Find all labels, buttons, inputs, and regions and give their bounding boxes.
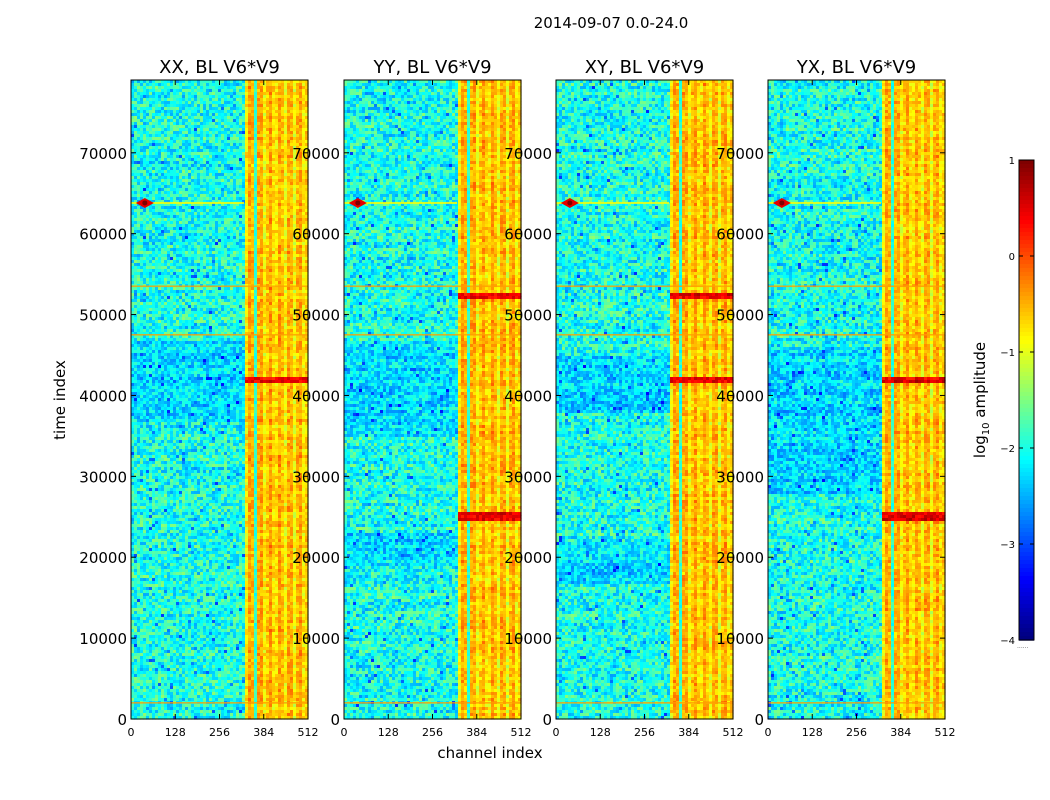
figure-title: 2014-09-07 0.0-24.0 — [534, 14, 689, 32]
y-tick-label: 30000 — [79, 468, 127, 486]
colorbar-label-prefix: log — [971, 435, 989, 458]
y-tick-label: 70000 — [504, 145, 552, 163]
x-tick-label: 128 — [378, 726, 399, 739]
y-tick-label: 70000 — [716, 145, 764, 163]
rfi-time-line — [131, 285, 308, 287]
rfi-spike-core — [142, 200, 147, 205]
y-tick-label: 50000 — [292, 307, 340, 325]
rfi-time-line — [131, 334, 308, 336]
rfi-time-line — [344, 285, 521, 287]
colorbar-label-subscript: 10 — [981, 422, 992, 435]
colorbar-tick-label: −4 — [1000, 636, 1015, 647]
rfi-time-line — [768, 334, 945, 336]
colorbar-tick-label: −3 — [1000, 540, 1015, 551]
y-tick-label: 70000 — [292, 145, 340, 163]
y-tick-label: 60000 — [292, 226, 340, 244]
colorbar-tick-label: −2 — [1000, 444, 1015, 455]
colorbar-label-suffix: amplitude — [971, 342, 989, 423]
x-tick-label: 512 — [511, 726, 532, 739]
x-axis-label: channel index — [437, 744, 542, 762]
y-tick-label: 0 — [754, 711, 764, 729]
y-tick-label: 20000 — [292, 549, 340, 567]
rfi-time-line — [344, 702, 521, 704]
colorbar-tick-label: 0 — [1009, 252, 1015, 263]
x-tick-label: 512 — [298, 726, 319, 739]
colorbar-gradient — [1019, 160, 1034, 641]
panels: XX, BL V6*V9 0 128 256 384 512 0 10000 20000 3000… — [79, 57, 955, 739]
y-tick-label: 50000 — [79, 307, 127, 325]
x-tick-label: 0 — [765, 726, 772, 739]
y-tick-label: 30000 — [292, 468, 340, 486]
y-tick-label: 20000 — [79, 549, 127, 567]
panel-xy: XY, BL V6*V9 0 128 256 384 512 0 10000 20000 3000… — [504, 57, 743, 739]
y-tick-label: 60000 — [716, 226, 764, 244]
y-tick-label: 30000 — [716, 468, 764, 486]
x-tick-label: 384 — [678, 726, 699, 739]
y-tick-label: 0 — [330, 711, 340, 729]
y-tick-label: 40000 — [79, 387, 127, 405]
x-tick-label: 128 — [802, 726, 823, 739]
rfi-time-line — [768, 702, 945, 704]
colorbar-extension-mark: ...... — [1017, 643, 1029, 650]
y-tick-label: 40000 — [504, 387, 552, 405]
y-tick-label: 10000 — [716, 630, 764, 648]
colorbar: 10−1−2−3−4 ......log10 amplitude — [971, 156, 1034, 650]
rfi-spike-core — [355, 200, 360, 205]
panel-yx: YX, BL V6*V9 0 128 256 384 512 0 10000 20000 3000… — [716, 57, 955, 739]
x-tick-label: 384 — [890, 726, 911, 739]
heatmap-image — [131, 80, 309, 720]
panel-title: YY, BL V6*V9 — [372, 57, 491, 78]
colorbar-tick-label: −1 — [1000, 348, 1015, 359]
panel-yy: YY, BL V6*V9 0 128 256 384 512 0 10000 20000 3000… — [292, 57, 531, 739]
heatmap-image — [768, 80, 946, 720]
x-tick-label: 128 — [165, 726, 186, 739]
y-tick-label: 10000 — [504, 630, 552, 648]
rfi-time-line — [131, 702, 308, 704]
y-tick-label: 60000 — [504, 226, 552, 244]
panel-xx: XX, BL V6*V9 0 128 256 384 512 0 10000 20000 3000… — [79, 57, 318, 739]
figure: 2014-09-07 0.0-24.0 XX, BL V6*V9 0 128 256 3… — [0, 0, 1050, 800]
y-tick-label: 0 — [542, 711, 552, 729]
heatmap-image — [556, 80, 734, 720]
rfi-time-line — [344, 334, 521, 336]
panel-title: YX, BL V6*V9 — [796, 57, 916, 78]
x-tick-label: 0 — [128, 726, 135, 739]
x-tick-label: 256 — [209, 726, 230, 739]
y-tick-label: 30000 — [504, 468, 552, 486]
rfi-time-line — [768, 285, 945, 287]
x-tick-label: 0 — [341, 726, 348, 739]
y-tick-label: 40000 — [716, 387, 764, 405]
x-tick-label: 0 — [553, 726, 560, 739]
x-tick-label: 384 — [253, 726, 274, 739]
y-tick-label: 40000 — [292, 387, 340, 405]
y-tick-label: 0 — [117, 711, 127, 729]
x-tick-label: 256 — [634, 726, 655, 739]
heatmap-image — [344, 80, 522, 720]
rfi-time-line — [556, 334, 733, 336]
y-axis-label: time index — [51, 360, 69, 440]
y-tick-label: 20000 — [716, 549, 764, 567]
rfi-spike-core — [779, 200, 784, 205]
colorbar-tick-label: 1 — [1009, 156, 1015, 167]
x-tick-label: 384 — [466, 726, 487, 739]
x-tick-label: 256 — [422, 726, 443, 739]
rfi-time-line — [556, 285, 733, 287]
rfi-time-line — [556, 702, 733, 704]
y-tick-label: 20000 — [504, 549, 552, 567]
x-tick-label: 128 — [590, 726, 611, 739]
x-tick-label: 512 — [723, 726, 744, 739]
rfi-spike-core — [567, 200, 572, 205]
y-tick-label: 10000 — [292, 630, 340, 648]
panel-title: XY, BL V6*V9 — [585, 57, 704, 78]
x-tick-label: 256 — [846, 726, 867, 739]
y-tick-label: 10000 — [79, 630, 127, 648]
x-tick-label: 512 — [935, 726, 956, 739]
panel-title: XX, BL V6*V9 — [159, 57, 280, 78]
y-tick-label: 60000 — [79, 226, 127, 244]
y-tick-label: 70000 — [79, 145, 127, 163]
colorbar-label: log10 amplitude — [971, 342, 992, 458]
y-tick-label: 50000 — [716, 307, 764, 325]
y-tick-label: 50000 — [504, 307, 552, 325]
